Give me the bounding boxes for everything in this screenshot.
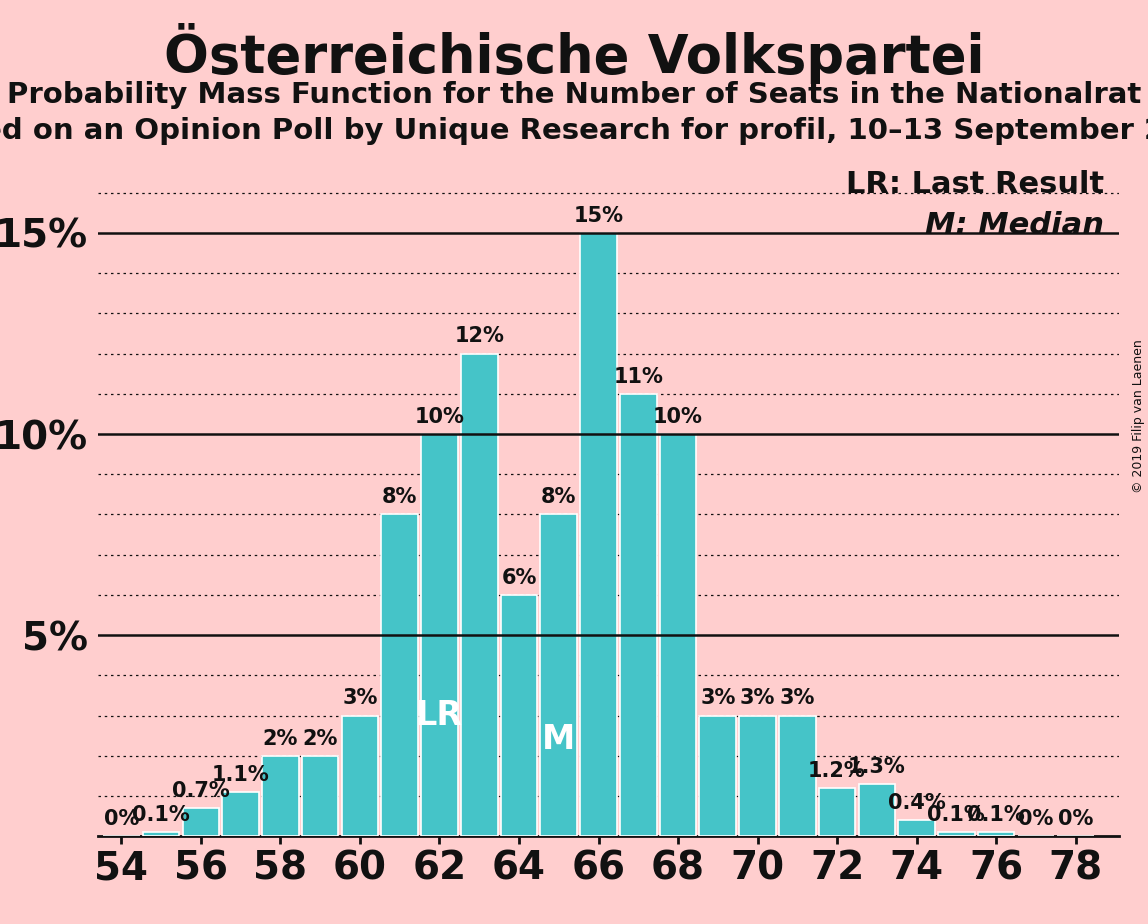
Text: 1.1%: 1.1% [212, 765, 270, 784]
Text: 1.3%: 1.3% [848, 757, 906, 777]
Text: 3%: 3% [779, 688, 815, 709]
Bar [381, 515, 418, 836]
Text: 3%: 3% [342, 688, 378, 709]
Bar [660, 434, 697, 836]
Text: 11%: 11% [613, 367, 664, 386]
Text: 12%: 12% [455, 326, 504, 346]
Text: 0%: 0% [1057, 809, 1093, 829]
Text: 10%: 10% [653, 407, 703, 427]
Text: Based on an Opinion Poll by Unique Research for profil, 10–13 September 2018: Based on an Opinion Poll by Unique Resea… [0, 117, 1148, 145]
Bar [342, 715, 378, 836]
Text: 3%: 3% [700, 688, 736, 709]
Bar [461, 354, 497, 836]
Text: © 2019 Filip van Laenen: © 2019 Filip van Laenen [1132, 339, 1146, 492]
Text: 2%: 2% [303, 728, 338, 748]
Text: M: M [542, 723, 575, 756]
Bar [501, 595, 537, 836]
Text: LR: Last Result: LR: Last Result [846, 170, 1104, 199]
Bar [779, 715, 815, 836]
Text: 2%: 2% [263, 728, 298, 748]
Bar [421, 434, 458, 836]
Text: 0.1%: 0.1% [928, 805, 985, 825]
Bar [978, 833, 1015, 836]
Bar [620, 394, 657, 836]
Text: 15%: 15% [574, 206, 623, 225]
Text: 0.1%: 0.1% [132, 805, 191, 825]
Text: LR: LR [416, 699, 463, 732]
Text: 6%: 6% [502, 567, 536, 588]
Text: 10%: 10% [414, 407, 465, 427]
Text: Probability Mass Function for the Number of Seats in the Nationalrat: Probability Mass Function for the Number… [7, 81, 1141, 109]
Text: 0%: 0% [103, 809, 139, 829]
Text: 1.2%: 1.2% [808, 760, 866, 781]
Text: 8%: 8% [541, 487, 576, 507]
Bar [819, 788, 855, 836]
Bar [142, 833, 179, 836]
Bar [183, 808, 219, 836]
Text: 0.7%: 0.7% [172, 781, 230, 801]
Bar [898, 821, 934, 836]
Bar [262, 756, 298, 836]
Text: Österreichische Volkspartei: Österreichische Volkspartei [164, 23, 984, 84]
Bar [541, 515, 577, 836]
Bar [859, 784, 895, 836]
Bar [938, 833, 975, 836]
Bar [302, 756, 339, 836]
Text: 0.4%: 0.4% [887, 793, 946, 813]
Bar [580, 233, 616, 836]
Bar [739, 715, 776, 836]
Text: 8%: 8% [382, 487, 418, 507]
Bar [699, 715, 736, 836]
Text: 3%: 3% [739, 688, 775, 709]
Text: 0%: 0% [1018, 809, 1054, 829]
Text: 0.1%: 0.1% [967, 805, 1025, 825]
Bar [223, 792, 259, 836]
Text: M: Median: M: Median [925, 211, 1104, 239]
